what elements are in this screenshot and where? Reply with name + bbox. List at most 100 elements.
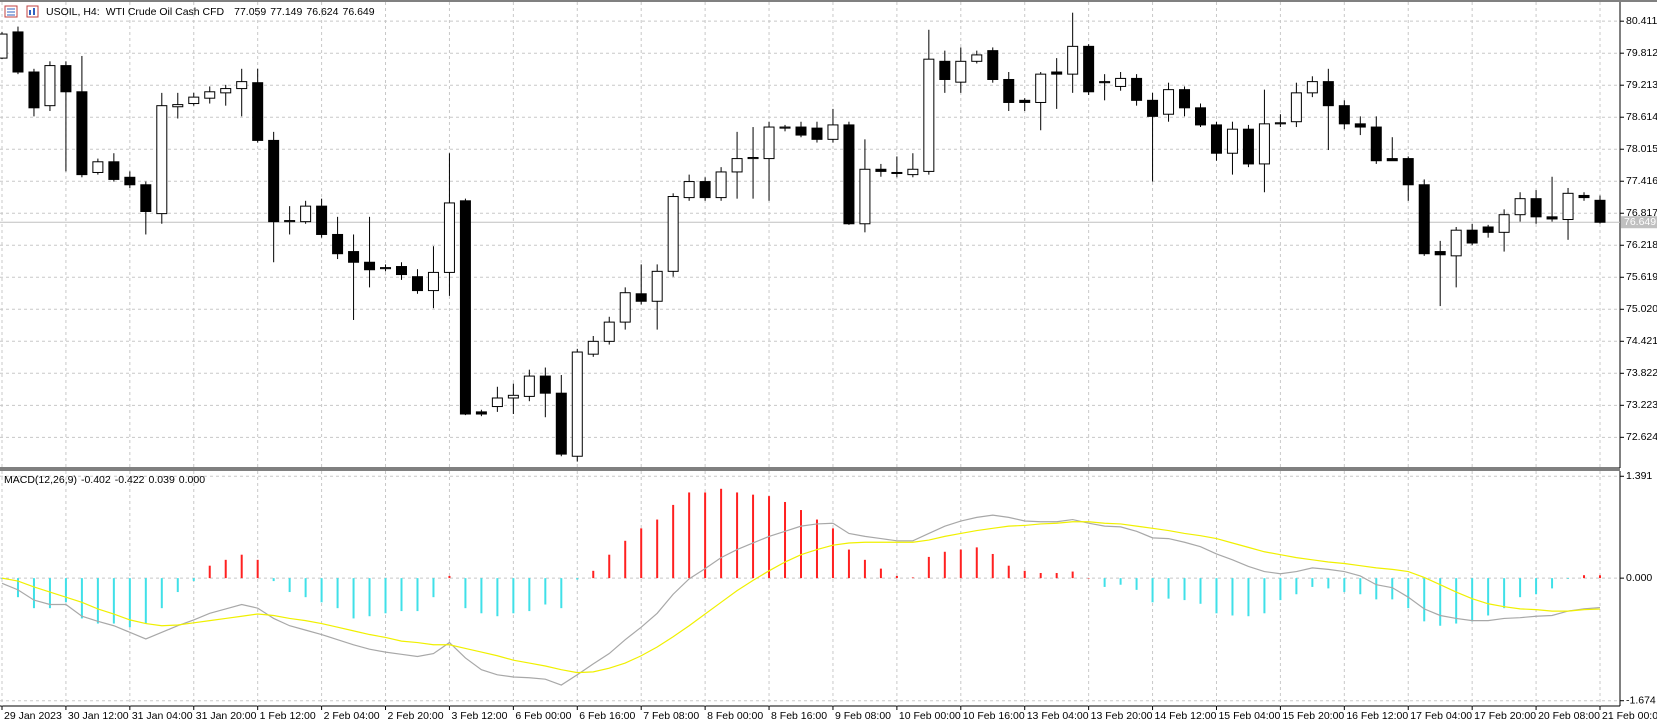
- y-tick-label: 73.822: [1626, 367, 1657, 379]
- candle-body: [523, 375, 535, 397]
- x-tick-label: 17 Feb 20:00: [1474, 710, 1536, 722]
- candle-body: [284, 220, 296, 223]
- ohlc-value: 77.149: [270, 6, 302, 18]
- x-tick-label: 8 Feb 16:00: [771, 710, 827, 722]
- histogram-bar: [64, 578, 67, 603]
- histogram-bar: [80, 578, 83, 619]
- candle-body: [1578, 194, 1590, 199]
- candle-body: [1546, 216, 1558, 220]
- histogram-bar: [1231, 578, 1234, 616]
- candle-body: [939, 60, 951, 80]
- indicator-value: 0.000: [179, 474, 205, 486]
- candle-body: [779, 126, 791, 129]
- histogram-bar: [128, 578, 131, 628]
- candle-body: [1163, 89, 1175, 115]
- histogram-bar: [1247, 578, 1250, 617]
- candle-body: [188, 96, 200, 105]
- candle-body: [539, 375, 551, 394]
- candle-body: [827, 124, 839, 140]
- candle-body: [380, 267, 392, 270]
- histogram-bar: [1167, 578, 1170, 599]
- histogram-bar: [927, 556, 930, 579]
- ohlc-value: 76.624: [306, 6, 338, 18]
- x-tick-label: 9 Feb 08:00: [835, 710, 891, 722]
- histogram-bar: [256, 559, 259, 579]
- histogram-bar: [1039, 573, 1042, 579]
- histogram-bar: [384, 578, 387, 614]
- candle-body: [12, 31, 24, 73]
- histogram-bar: [1359, 578, 1362, 595]
- candle-body: [763, 126, 775, 160]
- candle-body: [587, 340, 599, 355]
- histogram-bar: [208, 565, 211, 579]
- candle-body: [1466, 229, 1478, 244]
- histogram-bar: [752, 494, 755, 579]
- signal-line: [1, 521, 1601, 674]
- histogram-bar: [624, 540, 627, 579]
- histogram-bar: [1279, 578, 1282, 601]
- histogram-bar: [192, 578, 195, 582]
- candle-body: [332, 233, 344, 255]
- candle-body: [1258, 123, 1270, 165]
- candle-body: [1402, 158, 1414, 186]
- histogram-bar: [895, 575, 898, 579]
- histogram-bar: [448, 575, 451, 579]
- histogram-bar: [959, 549, 962, 579]
- histogram-bar: [672, 504, 675, 579]
- candle-body: [1099, 81, 1111, 84]
- candle-body: [60, 65, 72, 93]
- x-tick-label: 31 Jan 20:00: [196, 710, 257, 722]
- histogram-bar: [1023, 570, 1026, 579]
- indicator-value: 0.039: [149, 474, 175, 486]
- candle-body: [667, 196, 679, 272]
- candle-body: [1338, 105, 1350, 125]
- candle-body: [268, 139, 280, 223]
- candle-body: [316, 205, 328, 235]
- histogram-bar: [96, 578, 99, 624]
- histogram-bar: [847, 549, 850, 579]
- histogram-bar: [416, 578, 419, 612]
- y-tick-label: -1.674: [1626, 695, 1656, 707]
- x-tick-label: 14 Feb 12:00: [1155, 710, 1217, 722]
- histogram-bar: [1535, 578, 1538, 595]
- candle-body: [555, 392, 567, 455]
- histogram-bar: [1119, 578, 1122, 585]
- histogram-bar: [991, 553, 994, 579]
- x-tick-label: 3 Feb 12:00: [451, 710, 507, 722]
- histogram-bar: [1567, 578, 1570, 579]
- candle-body: [683, 181, 695, 199]
- candle-body: [1514, 198, 1526, 216]
- histogram-bar: [736, 492, 739, 579]
- candle-body: [459, 200, 471, 415]
- x-tick-label: 6 Feb 16:00: [579, 710, 635, 722]
- candle-body: [1035, 73, 1047, 103]
- histogram-bar: [528, 578, 531, 612]
- x-tick-label: 6 Feb 00:00: [515, 710, 571, 722]
- candle-body: [1498, 214, 1510, 233]
- candle-body: [1083, 45, 1095, 93]
- histogram-bar: [480, 578, 483, 614]
- x-tick-label: 10 Feb 16:00: [963, 710, 1025, 722]
- y-tick-label: 78.015: [1626, 143, 1657, 155]
- x-tick-label: 13 Feb 20:00: [1091, 710, 1153, 722]
- histogram-bar: [112, 578, 115, 624]
- candle-body: [427, 271, 439, 292]
- histogram-bar: [1135, 578, 1138, 590]
- histogram-bar: [144, 578, 147, 624]
- histogram-bar: [1215, 578, 1218, 614]
- histogram-bar: [432, 578, 435, 598]
- candle-body: [1067, 45, 1079, 75]
- candle-body: [955, 60, 967, 83]
- candle-body: [76, 91, 88, 176]
- histogram-bar: [640, 528, 643, 579]
- x-tick-label: 7 Feb 08:00: [643, 710, 699, 722]
- histogram-bar: [831, 528, 834, 579]
- x-tick-label: 17 Feb 04:00: [1410, 710, 1472, 722]
- y-tick-label: 80.411: [1626, 15, 1657, 27]
- candle-body: [651, 270, 663, 302]
- histogram-bar: [464, 578, 467, 609]
- candle-body: [396, 266, 407, 276]
- candle-body: [44, 65, 56, 107]
- histogram-bar: [16, 578, 19, 598]
